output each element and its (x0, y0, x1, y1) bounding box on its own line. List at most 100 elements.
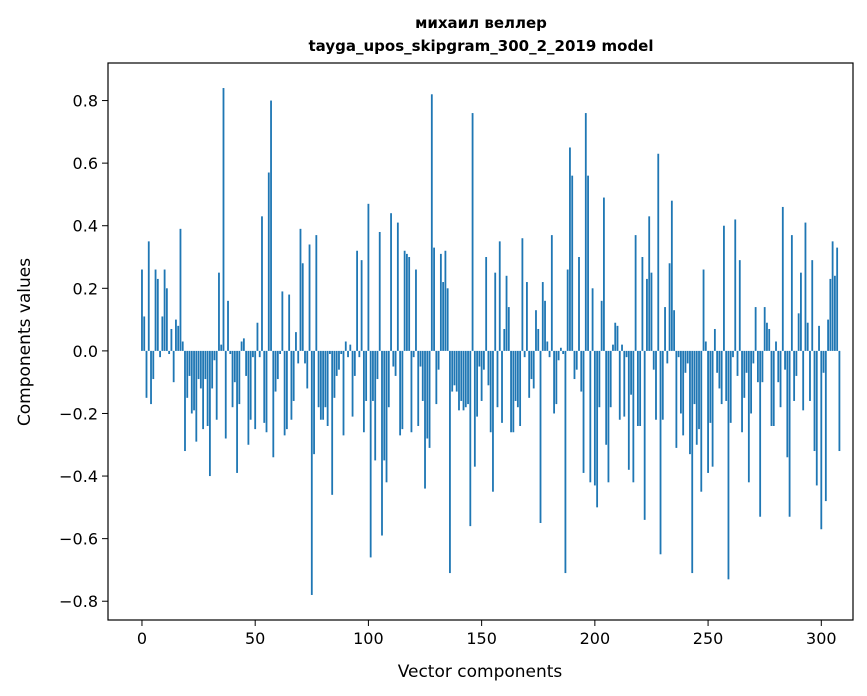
bar (770, 350, 773, 426)
bar (276, 350, 279, 380)
bar (695, 350, 698, 445)
bar (193, 350, 195, 411)
bar (578, 257, 580, 351)
bar (356, 250, 358, 351)
bar (331, 350, 334, 495)
bar (727, 350, 730, 580)
bar (362, 350, 365, 433)
bar (754, 307, 757, 351)
bar (344, 341, 347, 351)
bar (233, 350, 236, 383)
bar (156, 278, 159, 351)
y-tick-label: 0.0 (73, 342, 98, 361)
bar (811, 260, 814, 351)
bar (555, 350, 558, 405)
bar (220, 344, 223, 351)
bar (177, 325, 180, 351)
bar (541, 282, 544, 351)
bar (329, 350, 331, 355)
bar (571, 175, 574, 351)
bar (824, 350, 827, 502)
bar (358, 350, 361, 358)
bar (247, 350, 250, 445)
bars-layer (141, 88, 841, 595)
bar (453, 350, 456, 386)
bar (170, 328, 173, 351)
bar (641, 257, 644, 351)
bar (141, 269, 143, 351)
bar (761, 350, 764, 383)
bar (263, 350, 266, 423)
bar (295, 332, 297, 351)
bar (784, 350, 786, 370)
bar (353, 350, 356, 376)
bar (759, 350, 762, 517)
bar (652, 350, 655, 370)
bar (308, 244, 311, 351)
bar (231, 350, 234, 408)
bar (242, 338, 245, 351)
bar (655, 350, 657, 420)
bar (670, 200, 673, 351)
bar (752, 350, 755, 364)
bar (482, 350, 485, 370)
bar (267, 172, 270, 351)
bar (381, 350, 383, 536)
bar (698, 350, 700, 430)
bar (627, 350, 630, 470)
y-tick-label: 0.2 (73, 279, 98, 298)
bar (154, 269, 157, 351)
bar (603, 197, 605, 351)
bar (430, 94, 433, 351)
bar (292, 350, 295, 401)
bar (396, 222, 399, 351)
bar (589, 350, 592, 483)
bar (537, 328, 540, 351)
bar (548, 350, 551, 358)
bar (378, 231, 381, 351)
bar (736, 350, 739, 376)
bar (165, 288, 168, 351)
bar (569, 147, 571, 351)
bar (333, 350, 336, 398)
bar (734, 219, 737, 351)
bar (498, 241, 501, 351)
x-tick-label: 200 (580, 629, 611, 648)
bar (147, 241, 150, 351)
bar (206, 350, 209, 426)
bar (723, 225, 725, 351)
bar (204, 350, 207, 380)
bar (632, 350, 635, 483)
bar (646, 278, 648, 351)
bar (573, 350, 576, 380)
bar (836, 247, 839, 351)
bar (813, 350, 816, 452)
bar (580, 350, 583, 392)
ticks-layer: 0 50 100 150 200 250 300 −0.8 −0.6 −0.4 −0.2 0.0 0.2… (59, 92, 836, 648)
bar (222, 88, 225, 351)
bar (779, 350, 782, 408)
bar (648, 216, 651, 351)
bar (437, 350, 440, 370)
bar (469, 350, 472, 527)
bar (464, 350, 467, 408)
bar (150, 350, 152, 405)
bar (510, 350, 512, 433)
bar (684, 350, 687, 373)
bar (299, 228, 302, 351)
bar (258, 350, 261, 358)
bar (467, 350, 469, 405)
bar (458, 350, 460, 411)
bar (668, 263, 671, 351)
bar (442, 282, 445, 351)
bar (664, 307, 666, 351)
bar (562, 350, 565, 355)
bar (319, 350, 322, 420)
bar (372, 350, 374, 401)
bar (403, 250, 406, 351)
bar (815, 350, 818, 486)
bar (818, 325, 820, 351)
bar (394, 350, 397, 376)
bar (301, 263, 304, 351)
x-tick-label: 0 (137, 629, 147, 648)
